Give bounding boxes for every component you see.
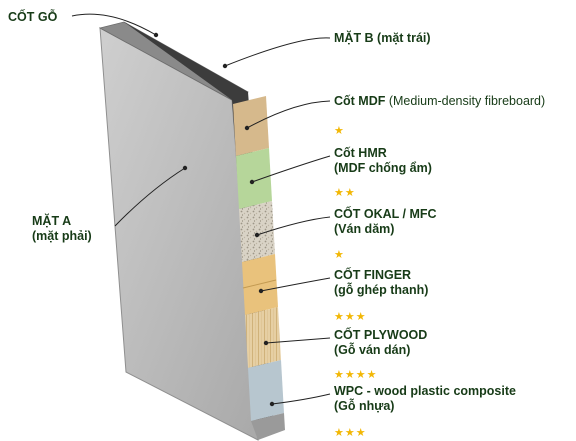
- leader-finger: [260, 277, 331, 292]
- core-plywood-label: CỐT PLYWOOD (Gỗ ván dán): [334, 328, 428, 357]
- leader-plywood: [265, 337, 331, 344]
- label-cot-go: CỐT GỖ: [8, 10, 58, 24]
- leader-mat-b: [224, 37, 331, 67]
- core-finger-label: CỐT FINGER (gỗ ghép thanh): [334, 268, 429, 297]
- hmr-texture: [236, 148, 272, 209]
- finger-texture: [242, 254, 278, 315]
- core-okal-label: CỐT OKAL / MFC (Ván dăm): [334, 207, 437, 236]
- core-mdf-label: Cốt MDF (Medium-density fibreboard): [334, 94, 546, 108]
- leader-mat-a: [114, 167, 186, 227]
- wpc-texture: [248, 360, 284, 421]
- core-wpc-rating: ★★★: [334, 427, 367, 439]
- plywood-texture: [245, 307, 281, 368]
- core-okal-rating: ★: [334, 249, 345, 261]
- core-hmr-label: Cốt HMR (MDF chống ẩm): [334, 146, 432, 175]
- label-mat-a: MẶT A (mặt phải): [32, 214, 92, 243]
- core-hmr-rating: ★★: [334, 187, 356, 199]
- leader-wpc: [271, 393, 331, 405]
- okal-texture: [239, 201, 275, 262]
- core-finger-rating: ★★★: [334, 311, 367, 323]
- leader-mdf: [246, 100, 331, 129]
- label-mat-b: MẶT B (mặt trái): [334, 31, 431, 45]
- leader-okal: [256, 216, 331, 236]
- leader-cot-go: [71, 13, 157, 36]
- core-plywood-rating: ★★★★: [334, 369, 378, 381]
- core-wpc-label: WPC - wood plastic composite (Gỗ nhựa): [334, 384, 516, 413]
- panel-bottom: [251, 413, 285, 440]
- leader-hmr: [251, 155, 331, 183]
- core-mdf-rating: ★: [334, 125, 345, 137]
